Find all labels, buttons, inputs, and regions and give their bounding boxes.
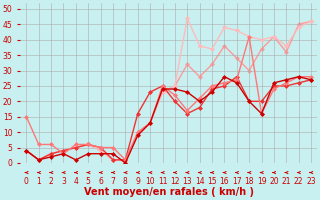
X-axis label: Vent moyen/en rafales ( km/h ): Vent moyen/en rafales ( km/h ) <box>84 187 254 197</box>
